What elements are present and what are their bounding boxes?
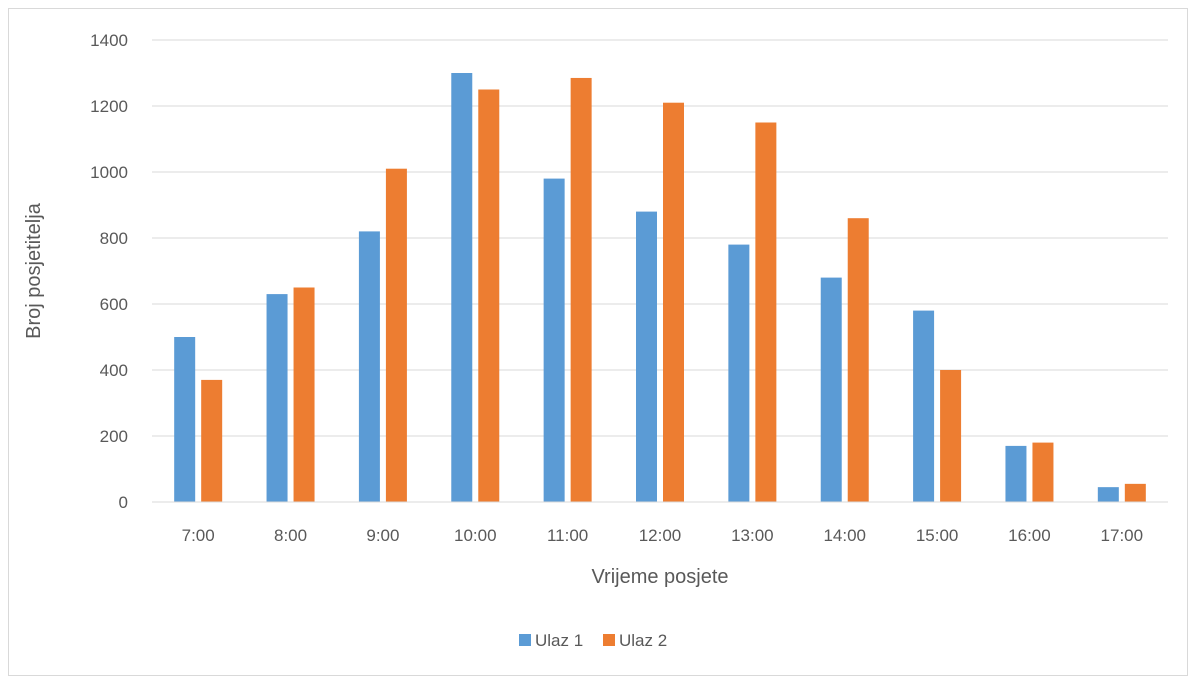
- bar-ulaz-2-1500: [940, 370, 962, 502]
- y-tick-label: 0: [119, 493, 128, 512]
- bar-ulaz-1-1400: [820, 277, 842, 502]
- x-tick-label: 8:00: [274, 526, 307, 545]
- bar-ulaz-2-900: [385, 168, 407, 502]
- x-tick-label: 14:00: [823, 526, 866, 545]
- bar-ulaz-2-1400: [847, 218, 869, 502]
- bar-ulaz-2-1100: [570, 77, 592, 502]
- bar-ulaz-2-1600: [1032, 442, 1054, 502]
- bar-ulaz-1-1500: [913, 310, 935, 502]
- x-tick-label: 12:00: [639, 526, 682, 545]
- y-tick-label: 400: [100, 361, 128, 380]
- legend-swatch: [603, 634, 615, 646]
- bar-ulaz-2-1200: [663, 102, 684, 502]
- x-tick-label: 10:00: [454, 526, 497, 545]
- bar-ulaz-1-1300: [728, 244, 750, 502]
- y-tick-label: 800: [100, 229, 128, 248]
- bar-ulaz-2-1300: [755, 122, 777, 502]
- x-tick-label: 16:00: [1008, 526, 1051, 545]
- x-tick-label: 11:00: [547, 526, 588, 545]
- legend-swatch: [519, 634, 531, 646]
- bar-ulaz-2-1000: [478, 89, 500, 502]
- y-tick-label: 1200: [90, 97, 128, 116]
- y-tick-label: 200: [100, 427, 128, 446]
- y-axis-ticks: 0 200 400 600 800 1000 1200 1400: [90, 31, 128, 512]
- bar-ulaz-1-1100: [543, 178, 565, 502]
- legend-label: Ulaz 1: [535, 631, 583, 650]
- x-tick-label: 9:00: [366, 526, 399, 545]
- x-tick-label: 17:00: [1101, 526, 1144, 545]
- bar-ulaz-2-1700: [1124, 483, 1146, 502]
- bar-ulaz-1-1600: [1005, 445, 1027, 502]
- y-axis-title: Broj posjetitelja: [23, 202, 45, 339]
- x-tick-label: 15:00: [916, 526, 959, 545]
- y-tick-label: 600: [100, 295, 128, 314]
- legend-label: Ulaz 2: [619, 631, 667, 650]
- bar-ulaz-2-700: [201, 379, 223, 502]
- bars: [174, 73, 1146, 502]
- x-axis-title: Vrijeme posjete: [591, 566, 728, 588]
- bar-ulaz-1-1200: [636, 211, 657, 502]
- gridlines: [152, 39, 1168, 437]
- x-tick-label: 13:00: [731, 526, 774, 545]
- bar-ulaz-1-900: [358, 231, 380, 502]
- bar-ulaz-1-1700: [1097, 487, 1119, 502]
- legend: Ulaz 1 Ulaz 2: [519, 631, 667, 650]
- bar-ulaz-1-700: [174, 337, 196, 502]
- bar-ulaz-1-1000: [451, 73, 473, 502]
- chart-frame: [8, 8, 1188, 676]
- x-axis-ticks: 7:00 8:00 9:00 10:00 11:00 12:00 13:00 14:00 15:…: [182, 526, 1143, 545]
- x-tick-label: 7:00: [182, 526, 215, 545]
- bar-ulaz-1-800: [266, 294, 288, 502]
- bar-ulaz-2-800: [293, 287, 315, 502]
- y-tick-label: 1400: [90, 31, 128, 50]
- y-tick-label: 1000: [90, 163, 128, 182]
